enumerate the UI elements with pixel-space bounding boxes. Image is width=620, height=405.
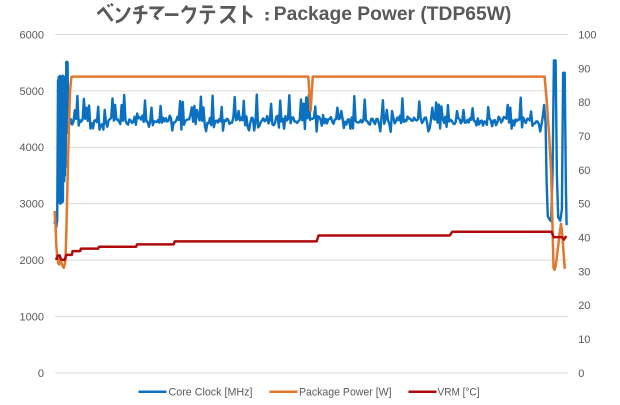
svg-text:50: 50	[578, 199, 590, 211]
svg-text:10: 10	[578, 334, 590, 346]
svg-text:100: 100	[578, 29, 596, 41]
svg-text:5000: 5000	[20, 86, 44, 98]
svg-text:2000: 2000	[20, 255, 44, 267]
svg-text:Core Clock [MHz]: Core Clock [MHz]	[169, 386, 253, 398]
svg-text:60: 60	[578, 165, 590, 177]
svg-text:4000: 4000	[20, 142, 44, 154]
svg-text:30: 30	[578, 266, 590, 278]
svg-text:3000: 3000	[20, 199, 44, 211]
svg-text:80: 80	[578, 97, 590, 109]
svg-text:20: 20	[578, 300, 590, 312]
svg-text:Package Power [W]: Package Power [W]	[299, 386, 392, 398]
svg-text:6000: 6000	[20, 29, 44, 41]
svg-text:1000: 1000	[20, 311, 44, 323]
svg-text:40: 40	[578, 233, 590, 245]
svg-text:90: 90	[578, 63, 590, 75]
svg-text:0: 0	[38, 368, 44, 380]
svg-text:0: 0	[578, 368, 584, 380]
svg-text:70: 70	[578, 131, 590, 143]
svg-text:Package Power (TDP65W): Package Power (TDP65W)	[274, 3, 512, 25]
svg-text:VRM [°C]: VRM [°C]	[438, 386, 480, 398]
